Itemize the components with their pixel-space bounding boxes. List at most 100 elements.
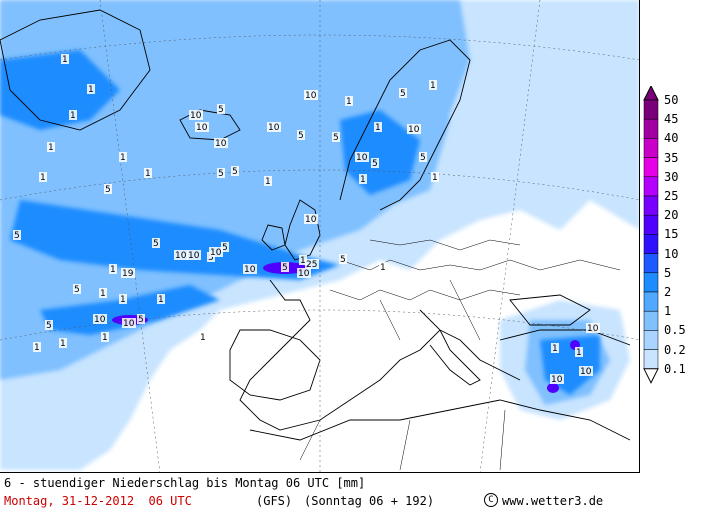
site-credit[interactable]: www.wetter3.de xyxy=(502,494,604,508)
contour-label-bg xyxy=(93,314,107,324)
map-footer: 6 - stuendiger Niederschlag bis Montag 0… xyxy=(0,474,640,513)
contour-label: 1 xyxy=(62,55,68,65)
contour-label: 5 xyxy=(138,315,144,325)
contour-label: 10 xyxy=(268,123,280,133)
precip-heavy-band-2 xyxy=(40,285,220,335)
contour-label: 5 xyxy=(340,255,346,265)
contour-label-bg xyxy=(61,54,69,64)
contour-label: 5 xyxy=(333,133,339,143)
contour-label: 5 xyxy=(46,321,52,331)
contour-label: 5 xyxy=(298,131,304,141)
contour-label: 10 xyxy=(551,375,563,385)
legend-swatch-40 xyxy=(643,138,659,158)
legend-label-0.1: 0.1 xyxy=(664,361,686,376)
contour-label: 10 xyxy=(215,139,227,149)
contour-label-bg xyxy=(122,318,136,328)
contour-label: 1 xyxy=(300,256,306,266)
contour-label: 1 xyxy=(200,333,206,343)
model-name: (GFS) xyxy=(256,494,293,508)
contour-label: 10 xyxy=(123,319,135,329)
legend-swatch-1 xyxy=(643,310,659,331)
coast-greenland xyxy=(0,9,151,131)
copyright-icon: C xyxy=(484,493,498,507)
contour-label-bg xyxy=(104,184,112,194)
contour-label-bg xyxy=(231,166,239,176)
legend-label-5: 5 xyxy=(664,265,672,280)
contour-label: 10 xyxy=(305,215,317,225)
contour-label: 25 xyxy=(306,260,317,270)
contour-label-bg xyxy=(199,332,207,342)
contour-label: 5 xyxy=(222,243,228,253)
legend-swatch-0.5 xyxy=(643,330,659,350)
contour-label-bg xyxy=(59,338,67,348)
contour-label-bg xyxy=(99,288,107,298)
forecast-run: (Sonntag 06 + 192) xyxy=(304,494,435,508)
contour-label: 1 xyxy=(120,295,126,305)
contour-label-bg xyxy=(217,104,225,114)
contour-label-bg xyxy=(355,152,369,162)
contour-label: 5 xyxy=(400,89,406,99)
contour-label-bg xyxy=(45,320,53,330)
contour-label: 5 xyxy=(372,159,378,169)
contour-label: 1 xyxy=(375,123,381,133)
coast-black-sea xyxy=(509,294,591,326)
legend-label-25: 25 xyxy=(664,189,679,203)
precip-core-3 xyxy=(547,383,559,393)
contour-label: 1 xyxy=(430,81,436,91)
contour-label: 1 xyxy=(576,348,582,358)
contour-label: 10 xyxy=(188,251,200,261)
contour-label: 1 xyxy=(432,173,438,183)
contour-label-bg xyxy=(379,262,387,272)
valid-date: Montag, 31-12-2012 06 UTC xyxy=(4,494,192,508)
precipitation-map: 1 1 1 1 1 1 1 5 10 5 10 10 5 5 10 1 5 1 10 5 1 5 1 10 1 5 10 10 5 1 5 1… xyxy=(0,0,640,473)
contour-label-bg xyxy=(281,262,289,272)
coast-europe-west xyxy=(239,279,521,431)
contour-label: 10 xyxy=(580,367,592,377)
legend-label-0.2: 0.2 xyxy=(664,342,686,357)
contour-label-bg xyxy=(586,323,600,333)
contour-label-bg xyxy=(69,110,77,120)
contour-label-bg xyxy=(119,152,127,162)
contour-label-bg xyxy=(152,238,160,248)
contour-label-bg xyxy=(33,342,41,352)
legend-swatch-30 xyxy=(643,176,659,197)
contour-label-bg xyxy=(221,242,229,252)
coast-north-africa xyxy=(249,399,631,441)
legend-label-2: 2 xyxy=(664,285,672,299)
contour-label: 1 xyxy=(360,175,366,185)
contour-label-bg xyxy=(267,122,281,132)
contour-label: 1 xyxy=(145,169,151,179)
contour-label-bg xyxy=(419,152,427,162)
coast-turkey xyxy=(499,329,631,346)
contour-label-bg xyxy=(101,332,109,342)
contour-label: 1 xyxy=(552,344,558,354)
legend-arrow-top xyxy=(643,86,659,101)
contour-label-bg xyxy=(87,84,95,94)
contour-label-bg xyxy=(575,347,583,357)
contour-label: 19 xyxy=(122,269,134,279)
contour-label-bg xyxy=(399,88,407,98)
precip-heavy-scandi xyxy=(340,110,420,195)
contour-label: 5 xyxy=(232,167,238,177)
contour-label: 5 xyxy=(218,169,224,179)
contour-label-bg xyxy=(195,122,209,132)
contour-label: 1 xyxy=(88,85,94,95)
contour-label-bg xyxy=(119,294,127,304)
contour-label: 1 xyxy=(60,339,66,349)
contour-label-bg xyxy=(243,264,257,274)
legend-swatch-15 xyxy=(643,234,659,254)
contour-label: 1 xyxy=(48,143,54,153)
contour-label: 10 xyxy=(244,265,256,275)
contour-label-bg xyxy=(214,138,228,148)
coast-italy xyxy=(419,309,481,386)
legend-swatch-35 xyxy=(643,157,659,178)
legend-swatch-10 xyxy=(643,253,659,274)
contour-label-bg xyxy=(374,122,382,132)
contour-label-bg xyxy=(304,214,318,224)
coast-iberia xyxy=(229,329,321,401)
legend-swatch-45 xyxy=(643,118,659,139)
contour-label-bg xyxy=(13,230,21,240)
contour-label: 10 xyxy=(190,111,202,121)
legend-label-15: 15 xyxy=(664,227,679,242)
